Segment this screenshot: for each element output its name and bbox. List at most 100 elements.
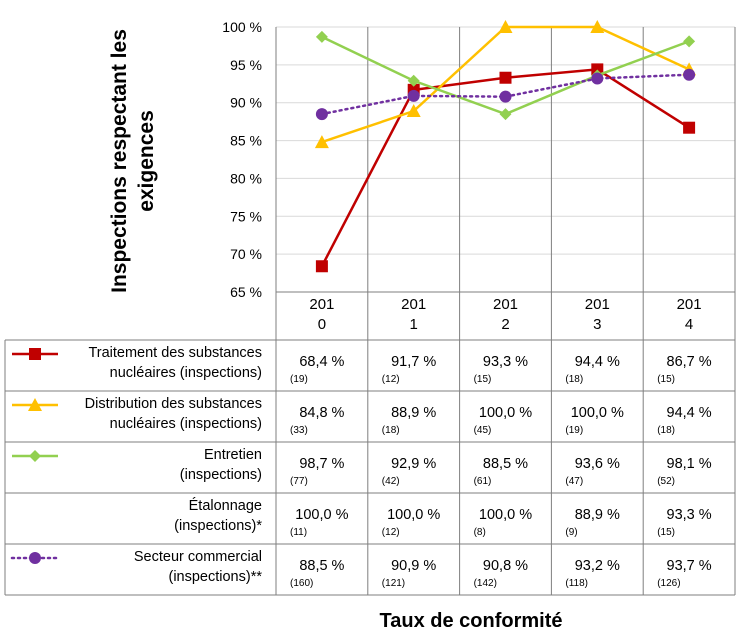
table-cell-count: (12) xyxy=(382,527,400,538)
row-label: (inspections)** xyxy=(169,569,263,585)
table-cell-value: 100,0 % xyxy=(571,405,624,421)
table-cell-value: 91,7 % xyxy=(391,354,436,370)
table-cell-count: (18) xyxy=(565,374,583,385)
grid-lines xyxy=(276,26,735,293)
x-category-label-line1: 201 xyxy=(677,296,702,313)
data-table-cells: 68,4 % (19) 91,7 % (12) 93,3 % (15) 94,4 % (18)… xyxy=(290,354,712,589)
row-label: Traitement des substances xyxy=(88,345,262,361)
table-cell-count: (61) xyxy=(474,476,492,487)
table-cell-value: 84,8 % xyxy=(299,405,344,421)
table-cell-value: 98,7 % xyxy=(299,456,344,472)
table-cell-count: (77) xyxy=(290,476,308,487)
table-cell-count: (8) xyxy=(474,527,486,538)
data-point xyxy=(499,90,512,103)
row-label: (inspections) xyxy=(180,467,262,483)
y-tick-label: 65 % xyxy=(230,284,262,300)
table-cell-value: 93,6 % xyxy=(575,456,620,472)
x-axis-title: Taux de conformité xyxy=(379,610,563,632)
series-lines xyxy=(314,20,697,273)
x-category-label-line2: 1 xyxy=(410,316,418,333)
table-cell-count: (142) xyxy=(474,578,497,589)
table-cell-value: 68,4 % xyxy=(299,354,344,370)
table-cell-count: (121) xyxy=(382,578,405,589)
data-point xyxy=(683,35,696,48)
table-cell-count: (12) xyxy=(382,374,400,385)
table-cell-count: (15) xyxy=(657,374,675,385)
x-category-label-line2: 0 xyxy=(318,316,326,333)
row-label: Secteur commercial xyxy=(134,549,262,565)
data-point xyxy=(498,20,513,33)
x-category-label-line1: 201 xyxy=(309,296,334,313)
table-cell-value: 92,9 % xyxy=(391,456,436,472)
data-point xyxy=(683,121,696,134)
table-cell-count: (19) xyxy=(565,425,583,436)
legend-marker xyxy=(29,348,41,360)
data-point xyxy=(590,20,605,33)
legend-marker xyxy=(29,552,41,564)
data-point xyxy=(314,135,329,149)
table-cell-value: 90,9 % xyxy=(391,558,436,574)
table-cell-count: (15) xyxy=(474,374,492,385)
x-category-label-line1: 201 xyxy=(585,296,610,313)
legend-keys: Traitement des substances nucléaires (ins… xyxy=(10,345,263,585)
table-cell-value: 98,1 % xyxy=(667,456,712,472)
table-cell-value: 100,0 % xyxy=(295,507,348,523)
data-point xyxy=(683,68,696,81)
table-cell-value: 93,7 % xyxy=(667,558,712,574)
table-cell-value: 100,0 % xyxy=(479,405,532,421)
data-point xyxy=(406,104,421,118)
table-cell-count: (33) xyxy=(290,425,308,436)
data-point xyxy=(315,260,328,273)
table-cell-count: (18) xyxy=(382,425,400,436)
data-point xyxy=(591,72,604,85)
y-tick-label: 95 % xyxy=(230,57,262,73)
table-cell-count: (118) xyxy=(565,578,588,589)
table-cell-count: (52) xyxy=(657,476,675,487)
table-cell-value: 88,9 % xyxy=(575,507,620,523)
table-cell-count: (15) xyxy=(657,527,675,538)
table-cell-value: 90,8 % xyxy=(483,558,528,574)
table-cell-value: 86,7 % xyxy=(667,354,712,370)
table-cell-count: (42) xyxy=(382,476,400,487)
x-category-label-line1: 201 xyxy=(401,296,426,313)
legend-marker xyxy=(28,398,42,411)
y-tick-label: 100 % xyxy=(222,19,262,35)
data-point xyxy=(591,63,604,76)
table-cell-count: (9) xyxy=(565,527,577,538)
table-cell-count: (160) xyxy=(290,578,313,589)
y-axis-title: Inspections respectant les exigences xyxy=(108,28,158,293)
table-cell-value: 94,4 % xyxy=(575,354,620,370)
row-label: nucléaires (inspections) xyxy=(110,416,262,432)
data-point xyxy=(315,30,328,43)
row-label: nucléaires (inspections) xyxy=(110,365,262,381)
table-cell-count: (19) xyxy=(290,374,308,385)
table-cell-count: (47) xyxy=(565,476,583,487)
x-category-label-line2: 3 xyxy=(593,316,601,333)
y-tick-label: 80 % xyxy=(230,170,262,186)
data-point xyxy=(407,74,420,87)
y-tick-label: 90 % xyxy=(230,95,262,111)
data-point xyxy=(407,89,420,102)
y-axis-title-wrap: Inspections respectant les exigences xyxy=(88,28,178,293)
row-label: Entretien xyxy=(204,447,262,463)
table-cell-count: (18) xyxy=(657,425,675,436)
series-line xyxy=(321,25,690,144)
row-label: Distribution des substances xyxy=(85,396,262,412)
y-tick-label: 70 % xyxy=(230,246,262,262)
table-cell-value: 100,0 % xyxy=(479,507,532,523)
table-cell-value: 88,9 % xyxy=(391,405,436,421)
table-cell-count: (45) xyxy=(474,425,492,436)
y-tick-label: 85 % xyxy=(230,133,262,149)
table-cell-value: 93,3 % xyxy=(483,354,528,370)
legend-marker xyxy=(29,450,41,462)
x-category-label-line2: 2 xyxy=(501,316,509,333)
table-cell-count: (11) xyxy=(290,527,307,538)
x-category-labels: 201 0 201 1 201 2 201 3 201 4 xyxy=(309,296,701,333)
table-cell-value: 88,5 % xyxy=(299,558,344,574)
y-tick-label: 75 % xyxy=(230,208,262,224)
x-category-label-line1: 201 xyxy=(493,296,518,313)
data-point xyxy=(499,108,512,121)
data-table-grid xyxy=(4,27,736,596)
table-cell-value: 100,0 % xyxy=(387,507,440,523)
